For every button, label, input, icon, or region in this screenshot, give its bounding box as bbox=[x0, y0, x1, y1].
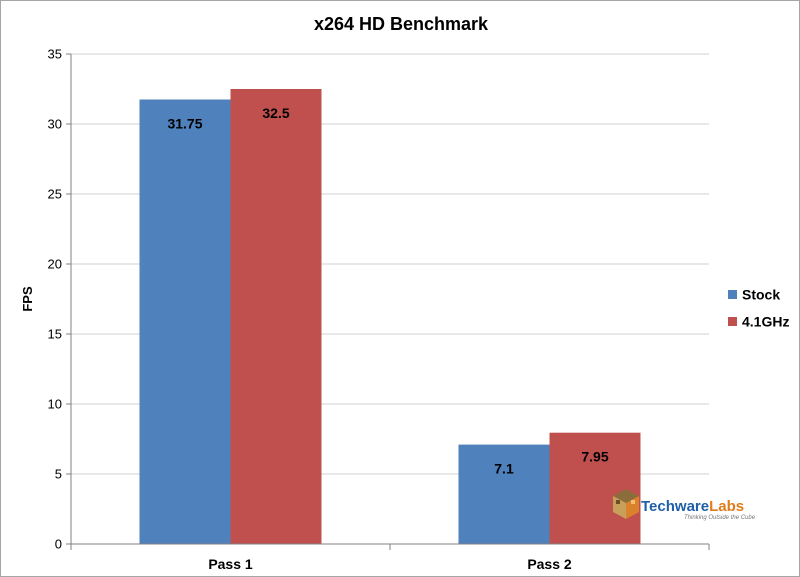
y-tick-label: 10 bbox=[48, 397, 62, 412]
data-label: 7.95 bbox=[581, 449, 608, 465]
y-tick-label: 15 bbox=[48, 327, 62, 342]
x-category-label: Pass 1 bbox=[208, 556, 253, 572]
y-tick-label: 30 bbox=[48, 117, 62, 132]
legend-swatch bbox=[728, 290, 737, 299]
y-tick-label: 5 bbox=[55, 467, 62, 482]
y-tick-label: 25 bbox=[48, 187, 62, 202]
watermark-brand-part2: Labs bbox=[709, 498, 744, 515]
y-tick-label: 0 bbox=[55, 537, 62, 552]
legend: Stock 4.1GHz bbox=[728, 287, 789, 330]
data-label: 7.1 bbox=[494, 461, 514, 477]
bars: 31.75 32.5 7.1 7.95 bbox=[139, 89, 641, 544]
bar bbox=[549, 432, 641, 544]
watermark-tagline: Thinking Outside the Cube bbox=[684, 515, 756, 521]
legend-label: 4.1GHz bbox=[742, 314, 789, 330]
axes: 0 5 10 15 20 25 30 35 Pass 1 Pass 2 bbox=[48, 47, 710, 572]
techwarelabs-watermark: TechwareLabs Thinking Outside the Cube bbox=[613, 489, 756, 521]
legend-swatch bbox=[728, 317, 737, 326]
data-label: 31.75 bbox=[167, 116, 202, 132]
watermark-brand-part1: Techware bbox=[641, 498, 709, 515]
data-label: 32.5 bbox=[262, 105, 289, 121]
x-category-label: Pass 2 bbox=[527, 556, 572, 572]
svg-text:TechwareLabs: TechwareLabs bbox=[641, 498, 744, 515]
bar bbox=[230, 89, 322, 544]
chart-title: x264 HD Benchmark bbox=[314, 14, 489, 34]
bar bbox=[458, 444, 550, 544]
y-axis-label: FPS bbox=[20, 286, 35, 312]
cube-logo-icon bbox=[613, 489, 639, 519]
bar bbox=[139, 99, 231, 544]
y-tick-label: 20 bbox=[48, 257, 62, 272]
legend-label: Stock bbox=[742, 287, 780, 303]
y-tick-label: 35 bbox=[48, 47, 62, 62]
